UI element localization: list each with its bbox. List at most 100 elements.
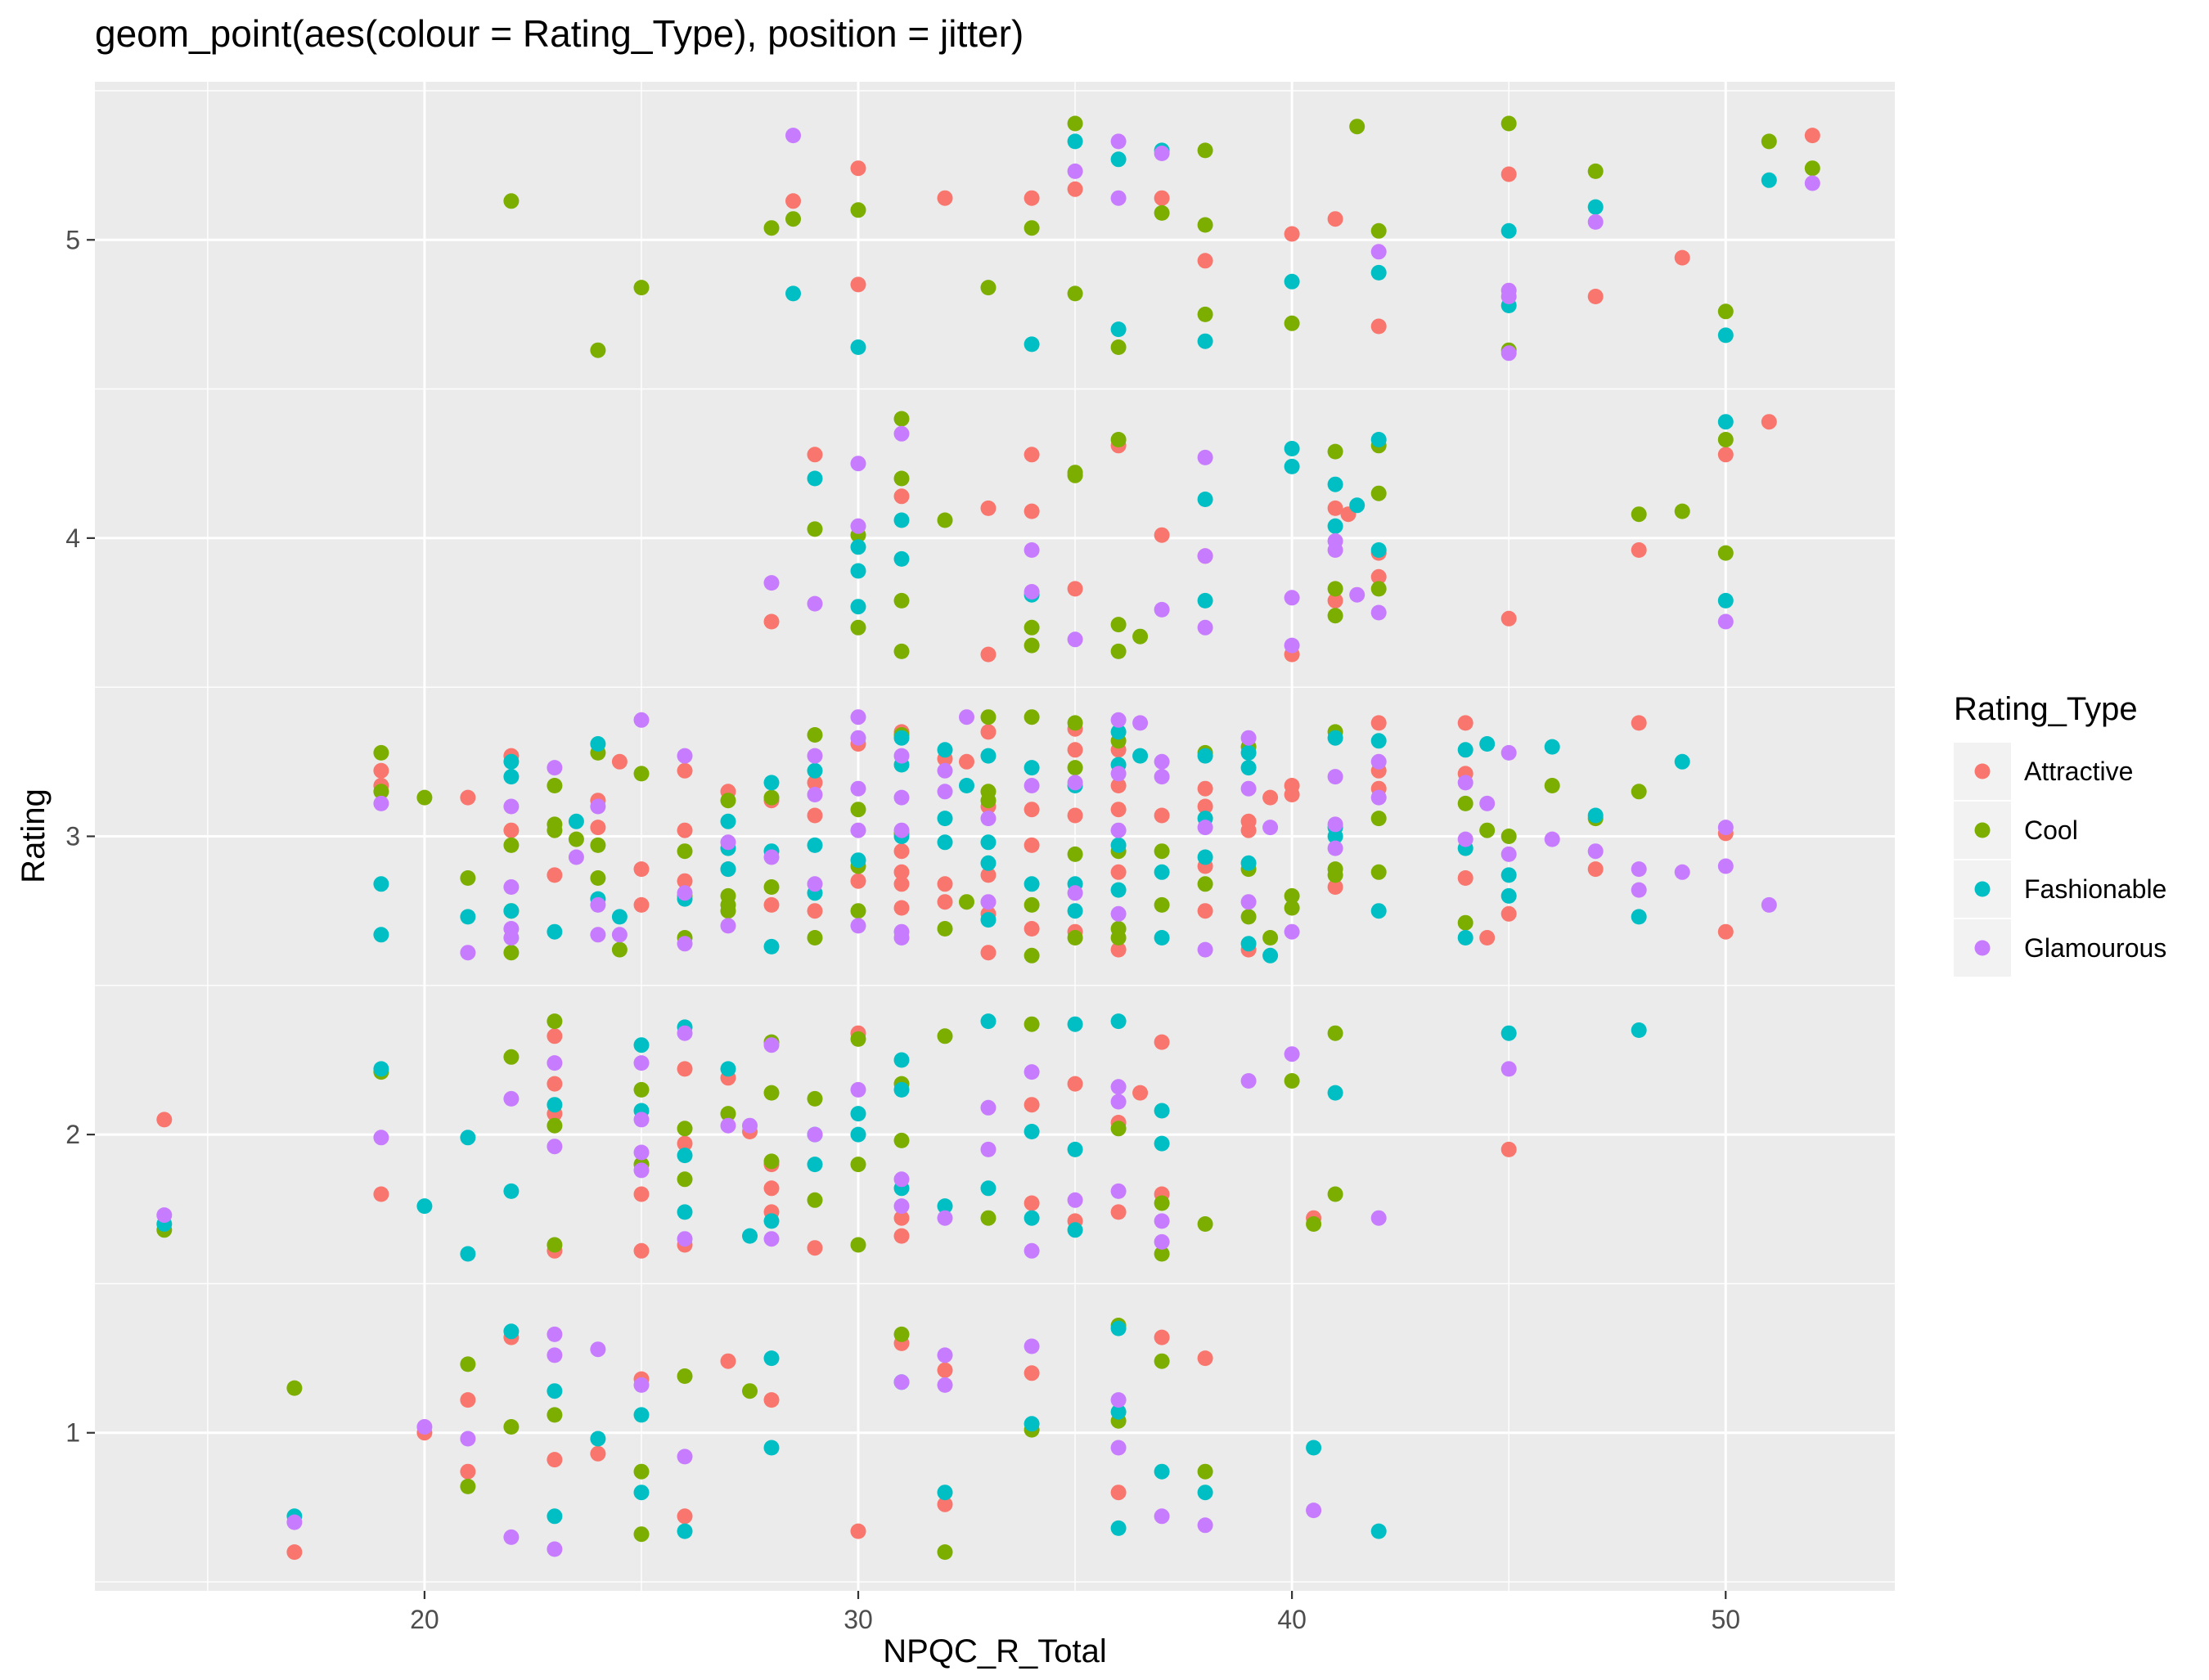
data-point-fashionable xyxy=(850,852,866,869)
data-point-glamourous xyxy=(416,1419,433,1435)
data-point-glamourous xyxy=(1370,1210,1387,1226)
y-axis-title: Rating xyxy=(16,788,52,883)
y-axis: 1 2 3 4 5 xyxy=(65,225,95,1448)
data-point-fashionable xyxy=(1197,333,1213,349)
data-point-cool xyxy=(807,1090,823,1107)
data-point-attractive xyxy=(807,447,823,463)
data-point-glamourous xyxy=(677,748,693,764)
data-point-attractive xyxy=(1197,1350,1213,1367)
data-point-glamourous xyxy=(1110,712,1127,728)
data-point-fashionable xyxy=(1024,1124,1040,1139)
data-point-cool xyxy=(503,1049,520,1065)
data-point-cool xyxy=(893,643,910,659)
data-point-fashionable xyxy=(893,1081,910,1098)
data-point-cool xyxy=(503,1419,520,1435)
data-point-cool xyxy=(1024,709,1040,725)
legend-label-glamourous: Glamourous xyxy=(2024,933,2166,963)
data-point-cool xyxy=(850,1157,866,1173)
data-point-glamourous xyxy=(937,1210,953,1226)
data-point-glamourous xyxy=(1154,753,1170,770)
data-point-cool xyxy=(503,193,520,209)
data-point-fashionable xyxy=(460,1246,476,1262)
data-point-cool xyxy=(1024,220,1040,236)
data-point-attractive xyxy=(1327,879,1343,895)
data-point-fashionable xyxy=(503,1323,520,1340)
data-point-fashionable xyxy=(980,1180,997,1197)
data-point-cool xyxy=(1067,715,1083,731)
data-point-attractive xyxy=(893,488,910,505)
data-point-fashionable xyxy=(1674,753,1690,770)
data-point-attractive xyxy=(677,1061,693,1077)
data-point-fashionable xyxy=(763,1350,780,1367)
data-points xyxy=(156,115,1820,1561)
data-point-cool xyxy=(547,1013,563,1030)
data-point-cool xyxy=(1717,303,1734,320)
legend-label-cool: Cool xyxy=(2024,815,2078,845)
data-point-cool xyxy=(373,744,389,761)
data-point-cool xyxy=(720,1106,736,1122)
data-point-fashionable xyxy=(1631,1022,1647,1038)
data-point-cool xyxy=(1154,1195,1170,1211)
data-point-fashionable xyxy=(590,1431,606,1447)
data-point-glamourous xyxy=(1110,1440,1127,1456)
data-point-attractive xyxy=(937,1362,953,1378)
data-point-glamourous xyxy=(1024,584,1040,600)
data-point-glamourous xyxy=(677,885,693,901)
data-point-cool xyxy=(677,1171,693,1188)
data-point-fashionable xyxy=(1370,542,1387,558)
data-point-glamourous xyxy=(1587,213,1604,230)
data-point-glamourous xyxy=(677,1025,693,1041)
data-point-attractive xyxy=(611,753,628,770)
data-point-cool xyxy=(807,727,823,743)
data-point-fashionable xyxy=(373,876,389,892)
data-point-attractive xyxy=(893,1210,910,1226)
data-point-glamourous xyxy=(677,1231,693,1247)
data-point-glamourous xyxy=(1327,769,1343,785)
data-point-fashionable xyxy=(1327,476,1343,492)
data-point-fashionable xyxy=(1500,222,1517,239)
data-point-attractive xyxy=(1154,1329,1170,1345)
data-point-fashionable xyxy=(1717,327,1734,344)
data-point-attractive xyxy=(1457,870,1473,886)
x-tick-label: 30 xyxy=(844,1605,873,1634)
data-point-glamourous xyxy=(1110,766,1127,782)
data-point-attractive xyxy=(286,1544,303,1561)
data-point-cool xyxy=(893,1132,910,1148)
data-point-glamourous xyxy=(850,822,866,838)
data-point-glamourous xyxy=(590,927,606,943)
data-point-cool xyxy=(1349,119,1365,135)
data-point-cool xyxy=(1110,339,1127,355)
data-point-attractive xyxy=(1327,211,1343,227)
data-point-glamourous xyxy=(1349,586,1365,603)
data-point-fashionable xyxy=(1197,1485,1213,1501)
data-point-glamourous xyxy=(590,896,606,913)
data-point-fashionable xyxy=(1154,1103,1170,1119)
data-point-glamourous xyxy=(937,762,953,779)
data-point-fashionable xyxy=(1154,1135,1170,1152)
data-point-glamourous xyxy=(156,1207,173,1224)
data-point-glamourous xyxy=(893,425,910,442)
data-point-glamourous xyxy=(503,879,520,895)
data-point-glamourous xyxy=(633,1377,650,1393)
data-point-fashionable xyxy=(1110,151,1127,168)
data-point-glamourous xyxy=(547,1541,563,1557)
data-point-glamourous xyxy=(1240,1073,1257,1089)
data-point-glamourous xyxy=(937,1377,953,1393)
data-point-glamourous xyxy=(460,1431,476,1447)
data-point-fashionable xyxy=(547,1097,563,1113)
data-point-attractive xyxy=(547,1076,563,1092)
data-point-cool xyxy=(1370,811,1387,827)
data-point-cool xyxy=(1284,900,1300,916)
data-point-attractive xyxy=(547,1452,563,1468)
data-point-fashionable xyxy=(1067,1016,1083,1032)
data-point-glamourous xyxy=(1284,590,1300,606)
data-point-cool xyxy=(850,619,866,636)
data-point-cool xyxy=(1067,467,1083,483)
data-point-cool xyxy=(807,521,823,537)
data-point-cool xyxy=(1479,822,1496,838)
data-point-attractive xyxy=(850,276,866,293)
data-point-fashionable xyxy=(1500,867,1517,883)
data-point-attractive xyxy=(720,1353,736,1369)
data-point-attractive xyxy=(1479,930,1496,946)
data-point-attractive xyxy=(850,1523,866,1539)
